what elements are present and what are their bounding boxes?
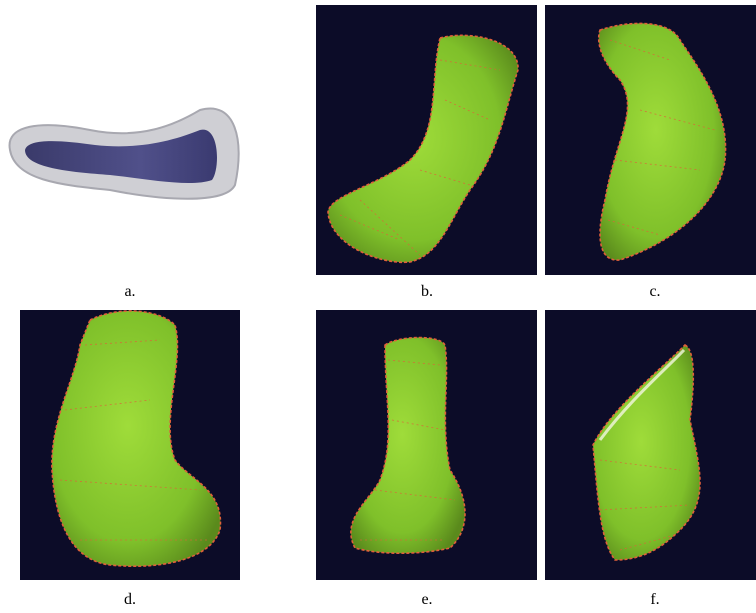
panel-label: f. [650, 591, 659, 608]
figure: a. b. c. d. e. f. [0, 0, 756, 613]
panel-label: d. [124, 591, 136, 608]
panel-d [20, 310, 240, 580]
panel-c [545, 5, 756, 275]
panel-f [545, 310, 756, 580]
panel-label: c. [649, 283, 660, 300]
panel-e [316, 310, 537, 580]
panel-label: a. [124, 283, 135, 300]
panel-b [316, 5, 537, 275]
panel-a [10, 108, 239, 198]
panel-label: e. [421, 591, 432, 608]
panel-label: b. [421, 283, 433, 300]
